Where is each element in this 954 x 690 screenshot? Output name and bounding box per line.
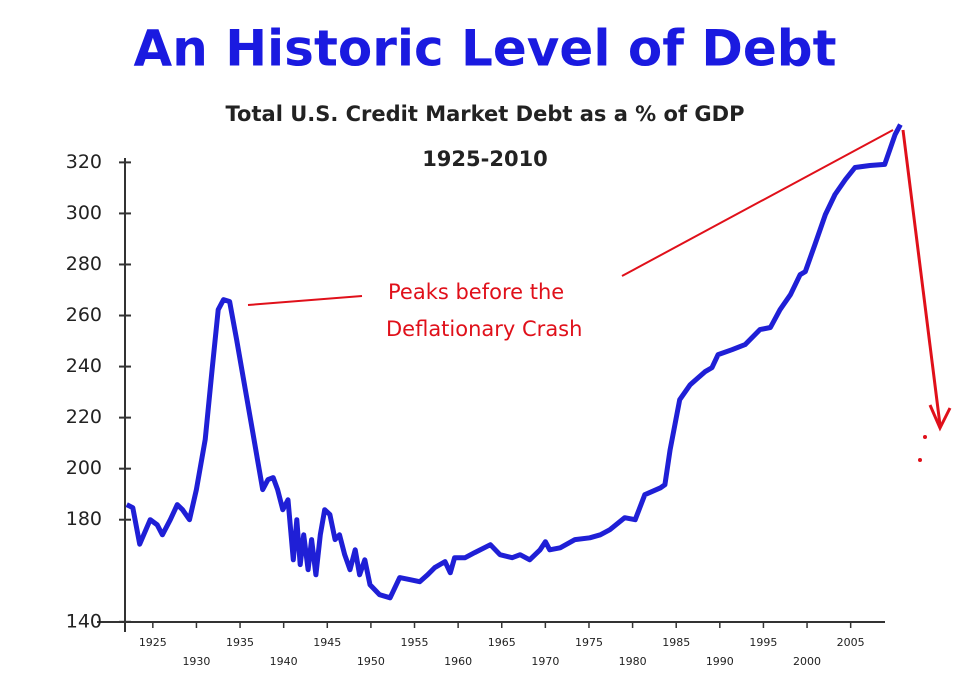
x-tick-label: 1970 — [531, 655, 559, 668]
annotation-line — [247, 295, 363, 306]
x-tick-label: 1955 — [401, 636, 429, 649]
x-tick-label: 1965 — [488, 636, 516, 649]
x-tick-label: 1995 — [749, 636, 777, 649]
x-tick-label: 1950 — [357, 655, 385, 668]
x-tick-label: 1930 — [182, 655, 210, 668]
x-tick-label: 1985 — [662, 636, 690, 649]
y-tick-label: 200 — [66, 457, 102, 479]
y-tick-label: 240 — [66, 355, 102, 377]
x-tick-label: 1975 — [575, 636, 603, 649]
arrow — [901, 129, 942, 426]
x-tick-label: 1935 — [226, 636, 254, 649]
y-tick-label: 140 — [66, 610, 102, 632]
chart-title: An Historic Level of Debt — [134, 20, 837, 78]
arrow-head — [928, 404, 952, 432]
y-tick-label: 180 — [66, 508, 102, 530]
x-tick-label: 1925 — [139, 636, 167, 649]
dot — [923, 435, 927, 439]
y-tick-label: 260 — [66, 304, 102, 326]
chart-subtitle: Total U.S. Credit Market Debt as a % of … — [226, 102, 745, 126]
annotation: Deflationary Crash — [386, 317, 582, 341]
x-tick-label: 1980 — [619, 655, 647, 668]
y-tick-label: 300 — [66, 202, 102, 224]
annotation-line — [621, 129, 894, 277]
x-tick-label: 1990 — [706, 655, 734, 668]
x-tick-label: 1945 — [313, 636, 341, 649]
y-tick-label: 220 — [66, 406, 102, 428]
y-tick-label: 320 — [66, 151, 102, 173]
x-tick-label: 1960 — [444, 655, 472, 668]
chart-period: 1925-2010 — [422, 147, 548, 171]
x-tick-label: 2005 — [837, 636, 865, 649]
data-line — [125, 123, 903, 601]
y-tick-label: 280 — [66, 253, 102, 275]
dot — [918, 458, 922, 462]
x-tick-label: 2000 — [793, 655, 821, 668]
x-tick-label: 1940 — [270, 655, 298, 668]
annotation: Peaks before the — [388, 280, 564, 304]
